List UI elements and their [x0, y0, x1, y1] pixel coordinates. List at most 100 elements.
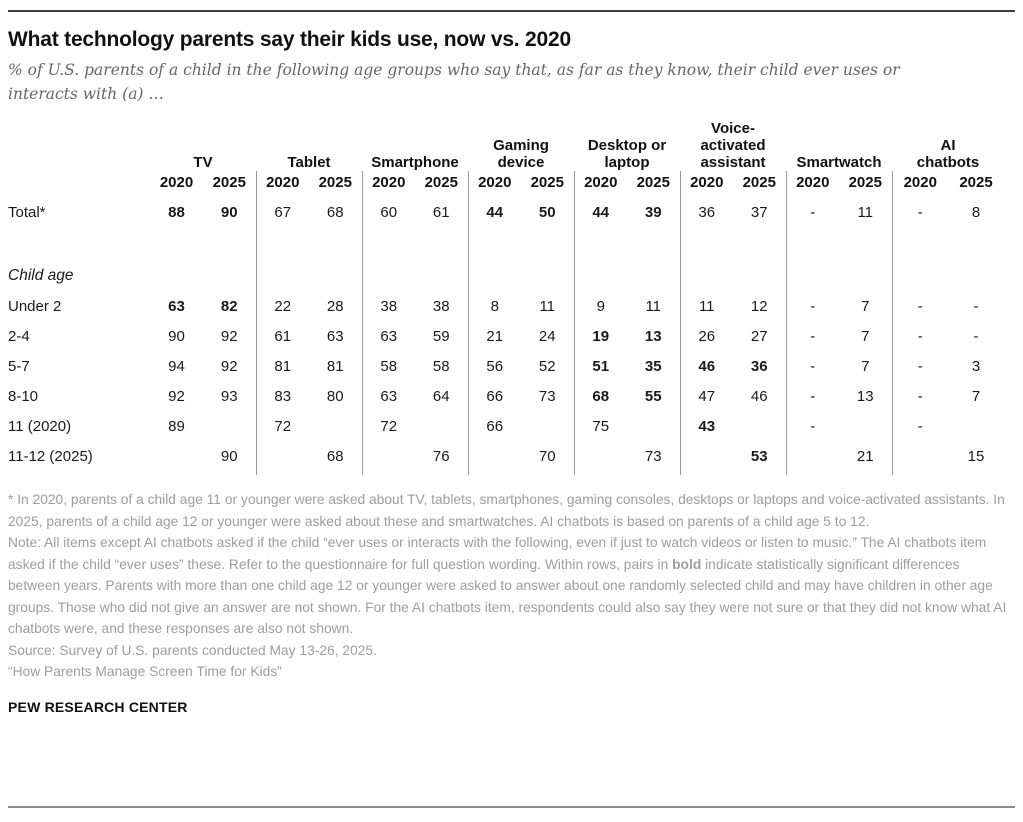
- spacer-cell: [8, 221, 150, 255]
- spacer-cell: [733, 221, 786, 255]
- spacer-cell: [627, 221, 680, 255]
- table-cell: 55: [644, 388, 662, 406]
- table-cell: -: [785, 285, 839, 316]
- note-text-after: indicate statistically significant diffe…: [8, 556, 1007, 637]
- blank-cell: [8, 171, 150, 193]
- table-cell: 63: [326, 328, 344, 346]
- table-cell: 66: [467, 375, 521, 406]
- spacer-cell: [361, 221, 415, 256]
- table-cell: -: [973, 328, 979, 346]
- table-row: 5-7 94 92 81 81 58 58 56 52 51 35 46 36-7-3: [8, 345, 1004, 376]
- year-header: 2020: [573, 171, 627, 194]
- table-cell: [415, 405, 468, 435]
- group-header-tv: TV: [193, 154, 213, 172]
- table-cell: -: [891, 375, 948, 406]
- spacer-cell: [891, 221, 948, 256]
- table-cell: [785, 435, 839, 476]
- table-cell: 46: [750, 388, 768, 406]
- footnote-source: Source: Survey of U.S. parents conducted…: [8, 642, 377, 658]
- group-header-ai-chatbots: AI chatbots: [916, 137, 980, 172]
- table-cell: 53: [750, 448, 768, 466]
- year-header: 2020: [467, 171, 521, 194]
- table-cell: 90: [220, 448, 238, 466]
- table-cell: 38: [361, 285, 415, 316]
- table-cell: -: [891, 405, 948, 436]
- table-cell: 92: [168, 388, 185, 406]
- spacer-cell: [839, 221, 892, 255]
- table-cell: 56: [467, 345, 521, 376]
- table-cell: [679, 435, 733, 476]
- table-cell: 39: [644, 204, 662, 222]
- table-cell: 8: [467, 285, 521, 316]
- year-header: 2025: [212, 173, 246, 191]
- table-cell: -: [891, 345, 948, 376]
- table-cell: 27: [750, 328, 768, 346]
- spacer-cell: [573, 255, 627, 286]
- group-header-row: TV Tablet Smartphone Gaming device Desktop or…: [8, 120, 1004, 171]
- table-cell: 75: [573, 405, 627, 436]
- bottom-rule: [8, 806, 1015, 808]
- spacer-cell: [415, 255, 468, 285]
- table-cell: 44: [573, 193, 627, 222]
- table-cell: 52: [538, 358, 556, 376]
- page-subtitle: % of U.S. parents of a child in the foll…: [8, 61, 900, 104]
- table-cell: -: [785, 375, 839, 406]
- table-cell: 81: [326, 358, 344, 376]
- table-cell: 37: [750, 204, 768, 222]
- spacer-cell: [948, 221, 1004, 255]
- footnotes: * In 2020, parents of a child age 11 or …: [8, 489, 1015, 683]
- table-cell: 68: [573, 375, 627, 406]
- table-cell: 21: [856, 448, 874, 466]
- table-cell: 21: [467, 315, 521, 346]
- table-cell: [839, 405, 892, 435]
- table-cell: 3: [971, 358, 981, 376]
- table-cell: [150, 435, 203, 475]
- table-cell: 43: [679, 405, 733, 436]
- table-cell: 68: [326, 204, 344, 222]
- year-header: 2020: [891, 171, 948, 194]
- row-label: Under 2: [8, 298, 62, 316]
- table-cell: 67: [255, 193, 309, 222]
- table-cell: 7: [971, 388, 981, 406]
- table-cell: [948, 405, 1004, 435]
- group-header-tablet: Tablet: [287, 154, 331, 172]
- table-cell: 81: [255, 345, 309, 376]
- spacer-cell: [467, 221, 521, 256]
- table-cell: -: [785, 405, 839, 436]
- spacer-cell: [891, 255, 948, 286]
- table-cell: 58: [432, 358, 450, 376]
- table-cell: -: [891, 315, 948, 346]
- table-cell: 73: [538, 388, 556, 406]
- table-cell: [521, 405, 574, 435]
- group-header-smartwatch: Smartwatch: [796, 154, 882, 172]
- table-cell: 72: [361, 405, 415, 436]
- table-cell: 44: [467, 193, 521, 222]
- table-cell: 59: [432, 328, 450, 346]
- table-cell: 7: [861, 358, 870, 376]
- table-cell: 24: [538, 328, 556, 346]
- table-cell: -: [785, 315, 839, 346]
- table-cell: 26: [679, 315, 733, 346]
- corner-cell: [8, 120, 150, 171]
- spacer-cell: [361, 255, 415, 286]
- table-cell: 19: [573, 315, 627, 346]
- spacer-cell: [150, 221, 203, 255]
- table-cell: 51: [573, 345, 627, 376]
- table-cell: 7: [861, 328, 870, 346]
- table-cell: [255, 435, 309, 476]
- table-row: 11-12 (2025) 90 68 76 70 73 53 21 15: [8, 435, 1004, 476]
- table-cell: 82: [220, 298, 238, 316]
- table-cell: 72: [255, 405, 309, 436]
- table-row: Under 2 63 82 22 28 38 38 8 11 9 11 11 12-7- -: [8, 285, 1004, 316]
- table-cell: 11: [539, 298, 556, 316]
- table-cell: [203, 405, 256, 435]
- spacer-cell: [679, 255, 733, 286]
- table-cell: -: [891, 193, 948, 222]
- table-cell: 83: [255, 375, 309, 406]
- table-cell: 50: [538, 204, 556, 222]
- spacer-cell: [415, 221, 468, 255]
- spacer-cell: [839, 255, 892, 285]
- spacer-cell: [521, 221, 574, 255]
- table-cell: 64: [432, 388, 450, 406]
- table-cell: 68: [326, 448, 344, 466]
